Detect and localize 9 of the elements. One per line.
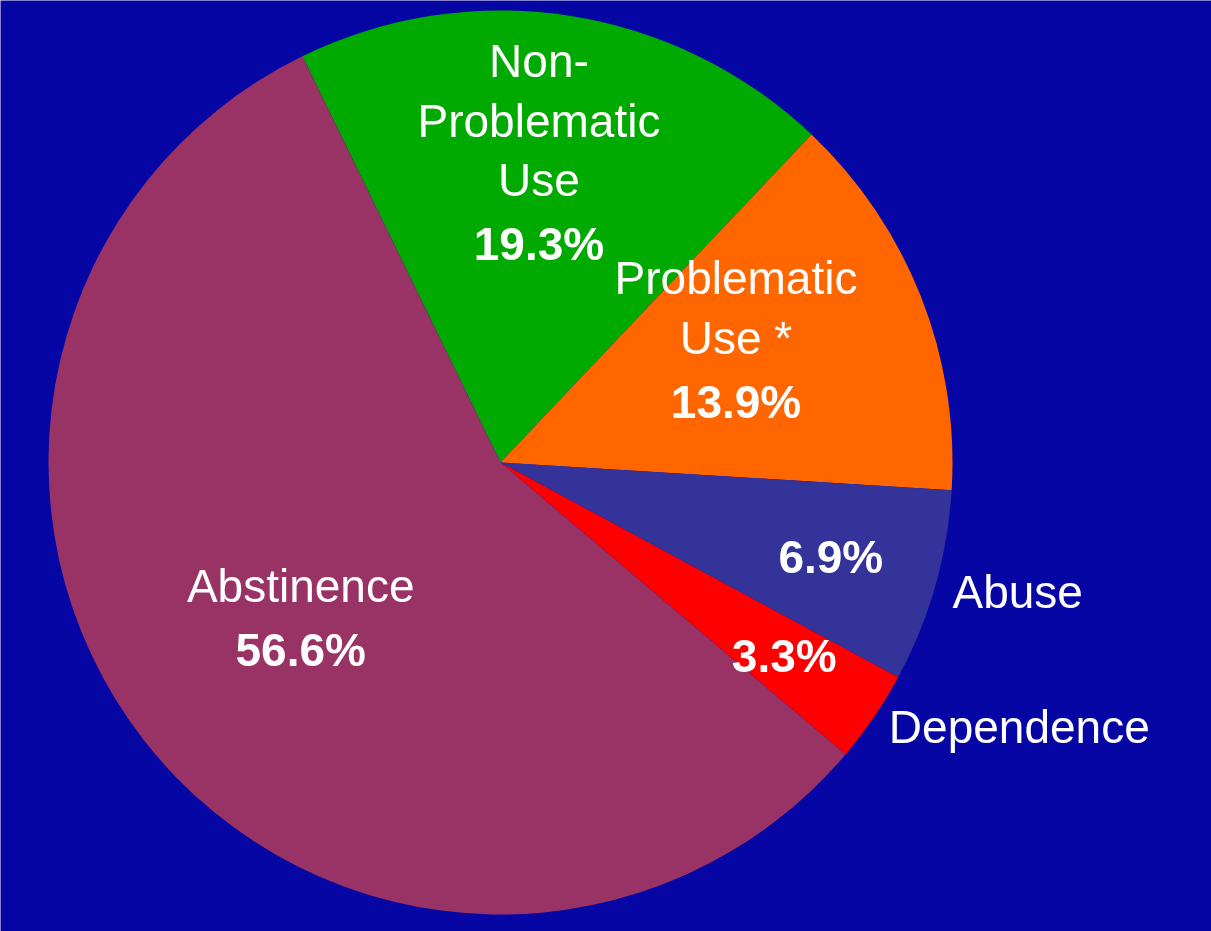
slice-label: Non-Problematic Use: [417, 34, 661, 207]
data-label: 6.9%: [778, 530, 884, 583]
data-label: 13.9%: [670, 375, 802, 428]
data-label: 56.6%: [235, 623, 366, 676]
slice-label: Dependence: [888, 701, 1150, 754]
data-label: 3.3%: [731, 630, 837, 683]
data-label: 19.3%: [473, 218, 605, 271]
slice-label: Abstinence: [186, 559, 415, 612]
slice-label: Abuse: [952, 565, 1083, 618]
